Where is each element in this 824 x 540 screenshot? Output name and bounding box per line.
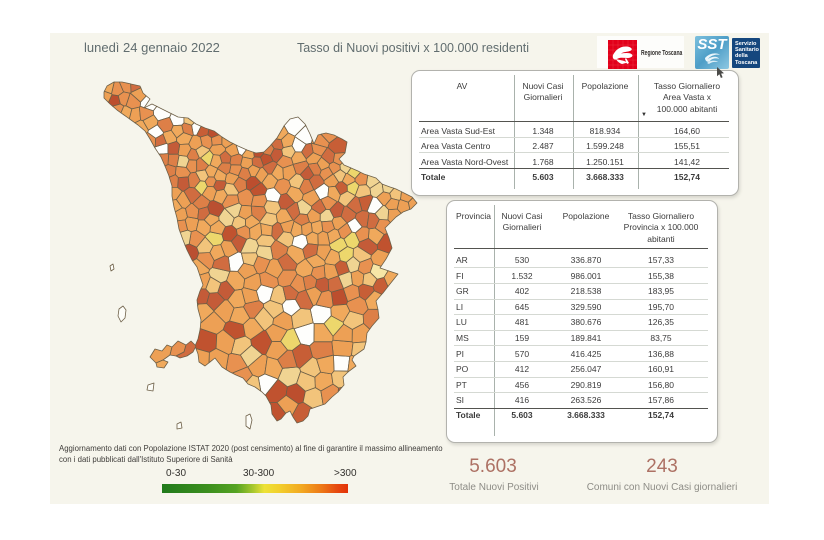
svg-text:SST: SST (697, 36, 728, 53)
